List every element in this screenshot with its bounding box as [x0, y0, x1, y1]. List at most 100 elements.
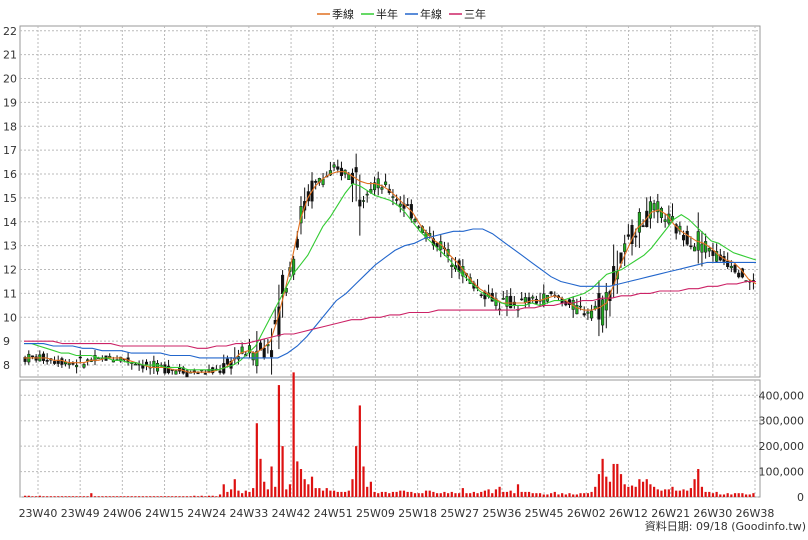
volume-bar: [222, 484, 225, 497]
volume-bar: [366, 486, 369, 497]
candle-body: [354, 167, 358, 173]
candle-body: [659, 208, 664, 218]
volume-bar: [715, 491, 718, 497]
volume-bar: [502, 491, 505, 497]
volume-bar: [204, 496, 207, 497]
candle-body: [431, 238, 435, 246]
x-tick-label: 24W42: [272, 507, 311, 520]
candle-body: [350, 172, 355, 185]
candle-body: [380, 187, 384, 190]
volume-bar: [53, 496, 56, 497]
price-y-tick-label: 16: [3, 168, 17, 181]
candle-body: [196, 372, 200, 375]
candle-body: [336, 166, 340, 170]
candle-body: [586, 311, 590, 314]
candle-body: [637, 212, 641, 233]
volume-bar: [568, 493, 571, 497]
volume-bar: [722, 494, 726, 497]
price-grid: [20, 26, 760, 377]
x-tick-label: 25W27: [440, 507, 479, 520]
candle-body: [417, 226, 421, 228]
x-tick-label: 26W30: [693, 507, 732, 520]
x-tick-label: 26W12: [609, 507, 648, 520]
volume-bar: [616, 463, 619, 497]
x-tick-label: 24W06: [103, 507, 142, 520]
volume-bar: [700, 486, 704, 497]
price-y-tick-label: 15: [3, 192, 17, 205]
volume-bar: [575, 494, 578, 497]
volume-bars: [24, 372, 755, 497]
volume-bar: [233, 479, 236, 497]
candle-body: [67, 363, 71, 366]
volume-bar: [561, 493, 564, 497]
volume-bar: [42, 496, 45, 497]
candle-body: [152, 360, 156, 368]
price-y-axis: 8 9 10 11 12 13 14 15 16 17 18 19 20 21 22: [3, 25, 17, 372]
candle-body: [590, 310, 594, 319]
legend: 季線 半年 年線 三年: [317, 7, 486, 21]
price-y-tick-label: 8: [3, 359, 10, 372]
volume-bar: [402, 490, 406, 497]
candle-body: [251, 352, 255, 361]
candle-body: [281, 274, 285, 294]
candle-body: [133, 363, 137, 366]
volume-bar: [605, 476, 608, 497]
volume-bar: [590, 491, 593, 497]
volume-bar: [424, 490, 428, 497]
volume-bar: [704, 491, 707, 497]
volume-bar: [513, 493, 516, 497]
volume-bar: [550, 493, 553, 497]
volume-bar: [211, 495, 214, 497]
candle-body: [663, 219, 667, 222]
volume-bar: [71, 496, 75, 497]
volume-bar: [149, 496, 152, 497]
ma-line-three-year: [24, 280, 756, 349]
volume-bar: [737, 493, 740, 497]
candle-body: [34, 356, 38, 361]
volume-bar: [303, 479, 306, 497]
volume-bar: [505, 491, 509, 497]
volume-bar: [413, 493, 417, 497]
volume-bar: [332, 490, 336, 497]
volume-bar: [46, 496, 49, 497]
x-tick-label: 24W15: [145, 507, 184, 520]
volume-bar: [112, 496, 115, 497]
candle-body: [86, 359, 90, 361]
candle-body: [295, 238, 299, 248]
volume-bar: [108, 496, 111, 497]
volume-bar: [693, 479, 696, 497]
volume-bar: [498, 486, 501, 497]
volume-bar: [377, 493, 380, 497]
candle-body: [681, 234, 686, 241]
volume-bar: [152, 496, 155, 497]
candle-body: [704, 241, 708, 253]
candle-body: [395, 199, 399, 201]
volume-bar: [586, 493, 590, 497]
candle-body: [509, 295, 513, 309]
volume-bar: [608, 481, 612, 497]
volume-bar: [307, 484, 310, 497]
price-y-tick-label: 22: [3, 25, 17, 38]
legend-label-half: 半年: [376, 7, 398, 21]
volume-bar: [634, 486, 637, 497]
price-y-tick-label: 19: [3, 96, 17, 109]
volume-bar: [229, 489, 233, 497]
candle-body: [262, 347, 266, 359]
volume-bar: [38, 495, 41, 497]
candle-body: [652, 203, 656, 211]
candle-body: [277, 306, 281, 337]
volume-bar: [535, 493, 538, 497]
volume-bar: [630, 485, 634, 497]
candle-body: [623, 243, 627, 252]
candle-body: [715, 251, 719, 262]
candle-body: [693, 246, 697, 252]
volume-bar: [645, 479, 648, 497]
volume-bar: [200, 495, 203, 497]
volume-y-tick-label: 200,000: [759, 440, 805, 453]
candle-body: [314, 181, 318, 183]
candle-body: [501, 298, 505, 300]
candle-body: [597, 293, 601, 320]
x-tick-label: 23W49: [61, 507, 100, 520]
volume-bar: [454, 493, 457, 497]
